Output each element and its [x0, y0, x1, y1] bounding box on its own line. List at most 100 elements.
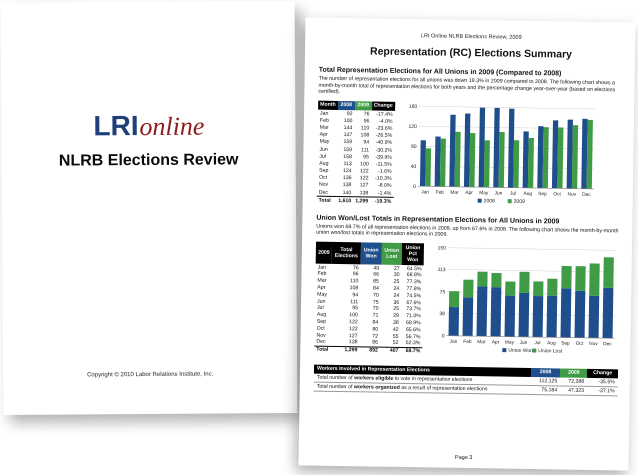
won-lost-chart-x-tick-label: Mar — [477, 339, 486, 345]
elections-chart-bar — [551, 120, 558, 189]
won-lost-table-cell: Feb — [317, 271, 327, 278]
elections-chart-bar — [492, 107, 500, 188]
won-lost-chart-legend-label: Union Lost — [538, 348, 563, 354]
elections-table-header-cell: Month — [318, 100, 338, 111]
won-lost-table-cell: Jul — [316, 305, 324, 312]
elections-chart-legend-swatch — [507, 198, 512, 203]
won-lost-table-cell: Jun — [317, 298, 326, 305]
won-lost-chart-gridline — [447, 269, 616, 273]
won-lost-chart-bar — [546, 295, 558, 338]
won-lost-chart-bar — [603, 257, 614, 288]
cover-copyright: Copyright © 2010 Labor Relations Institu… — [87, 371, 214, 379]
logo-brand-text: LRI — [93, 110, 138, 141]
won-lost-chart-bar — [589, 263, 600, 296]
elections-chart-legend-label: 2008 — [483, 198, 494, 204]
workers-header-cell: 2009 — [560, 368, 588, 378]
won-lost-chart-x-tick-label: Jun — [520, 340, 528, 346]
won-lost-chart-bar — [462, 297, 474, 337]
elections-chart-x-tick-label: Jan — [421, 189, 429, 195]
won-lost-table-cell: May — [317, 291, 328, 298]
table-total-row: Total 1,299 892 407 68.7% — [314, 346, 423, 356]
table-total-row: Total 1,610 1,299 -19.3% — [316, 196, 394, 206]
elections-chart-y-tick-label: 160 — [408, 104, 417, 110]
elections-chart-x-tick-label: Oct — [553, 191, 561, 197]
won-lost-chart-x-tick-label: Sep — [561, 340, 570, 346]
elections-chart-bar — [512, 139, 519, 188]
elections-table-header-cell: 2008 — [337, 100, 355, 111]
won-lost-table-cell: 407 — [379, 347, 401, 355]
elections-chart-bar — [566, 119, 573, 189]
section2-description: Unions won 68.7% of all representation e… — [316, 223, 619, 239]
elections-chart-bar — [434, 136, 441, 187]
won-lost-chart-bar — [504, 295, 516, 337]
elections-table: Month 2008 2009 Change Jan 92 76 -17.4% Feb 100 96… — [316, 100, 395, 206]
workers-header-cell: 2008 — [530, 367, 561, 378]
workers-bold-term: workers organized — [353, 384, 400, 391]
elections-chart-bar — [448, 114, 456, 187]
elections-table-header-cell: 2009 — [354, 101, 372, 111]
elections-chart-y-tick-label: 80 — [410, 144, 416, 150]
won-lost-table-header-cell: Union Pct Won — [401, 242, 425, 266]
workers-table: Workers Involved in Representation Elect… — [313, 364, 619, 397]
won-lost-chart-bar — [448, 306, 460, 336]
cover-title: NLRB Elections Review — [58, 151, 239, 170]
won-lost-table-cell: Sep — [316, 318, 327, 325]
elections-chart-bar — [468, 132, 475, 187]
elections-table-cell: Jun — [319, 146, 328, 153]
elections-chart-x-tick-label: Sep — [538, 191, 547, 197]
won-lost-table: 2009 Total Elections Union Won Union Lost Un… — [314, 241, 425, 356]
won-lost-chart-y-tick-label: 0 — [442, 333, 445, 339]
won-lost-chart-legend-swatch — [502, 348, 507, 353]
elections-table-cell: -19.3% — [370, 197, 394, 206]
won-lost-chart-bar — [561, 265, 572, 289]
report-page: LRI Online NLRB Elections Review, 2009 R… — [298, 17, 636, 471]
elections-chart-gridline — [417, 165, 594, 170]
elections-chart-bar — [454, 131, 461, 187]
won-lost-chart-bar — [490, 287, 502, 337]
won-lost-table-header-cell: Union Won — [360, 242, 382, 265]
elections-chart-x-tick-label: Feb — [435, 189, 444, 195]
won-lost-chart-legend-label: Union Won — [508, 348, 533, 354]
elections-table-cell: May — [319, 139, 330, 146]
won-lost-chart-x-tick-label: Jul — [534, 340, 540, 346]
elections-table-cell: Mar — [319, 124, 329, 131]
won-lost-chart-x-axis — [446, 335, 615, 339]
won-lost-chart-bar — [575, 266, 586, 291]
elections-chart-bar — [419, 140, 426, 187]
won-lost-chart-gridline — [447, 247, 616, 251]
won-lost-chart-gridline — [447, 291, 616, 295]
won-lost-chart-x-tick-label: Apr — [492, 339, 500, 345]
elections-table-cell: Feb — [319, 117, 329, 124]
page-number: Page 3 — [454, 454, 473, 462]
elections-chart-y-tick-label: 120 — [408, 124, 417, 130]
won-lost-chart-bar — [547, 278, 558, 296]
won-lost-stacked-chart: 0 38 75 113 150 Jan Feb Mar Apr May Jun Jul Aug Sep Oc… — [438, 245, 616, 354]
elections-chart-bar — [439, 138, 446, 187]
elections-chart-bar — [542, 126, 549, 189]
workers-bold-term: workers eligible — [354, 375, 394, 382]
won-lost-chart-bar — [448, 291, 460, 308]
elections-chart-legend-label: 2009 — [513, 199, 524, 205]
won-lost-chart-x-tick-label: Oct — [576, 341, 584, 347]
won-lost-chart-x-tick-label: Dec — [603, 341, 612, 347]
elections-chart-x-tick-label: Jun — [494, 190, 502, 196]
won-lost-table-cell: Jan — [317, 264, 327, 271]
elections-table-cell: Sep — [319, 167, 329, 174]
won-lost-chart-bar — [519, 271, 530, 293]
elections-table-cell: Oct — [318, 174, 328, 182]
won-lost-table-cell: 68.7% — [400, 347, 423, 356]
section1-row: Month 2008 2009 Change Jan 92 76 -17.4% Feb 100 96… — [316, 100, 623, 209]
won-lost-chart-bar — [560, 288, 572, 338]
won-lost-chart-bar — [518, 292, 530, 337]
won-lost-chart-bar — [532, 295, 544, 338]
won-lost-chart-container: 0 38 75 113 150 Jan Feb Mar Apr May Jun Jul Aug Sep Oc… — [428, 243, 620, 358]
won-lost-chart-bar — [476, 286, 488, 337]
won-lost-chart-y-tick-label: 38 — [439, 311, 445, 317]
elections-table-cell: 1,610 — [336, 196, 354, 205]
won-lost-chart-gridline — [446, 313, 615, 317]
won-lost-table-cell: Total — [314, 346, 331, 354]
won-lost-chart-y-tick-label: 113 — [438, 267, 446, 273]
elections-chart-bar — [498, 131, 505, 188]
cover-page: LRI online NLRB Elections Review Copyrig… — [0, 0, 298, 416]
won-lost-chart-bar — [533, 281, 544, 297]
